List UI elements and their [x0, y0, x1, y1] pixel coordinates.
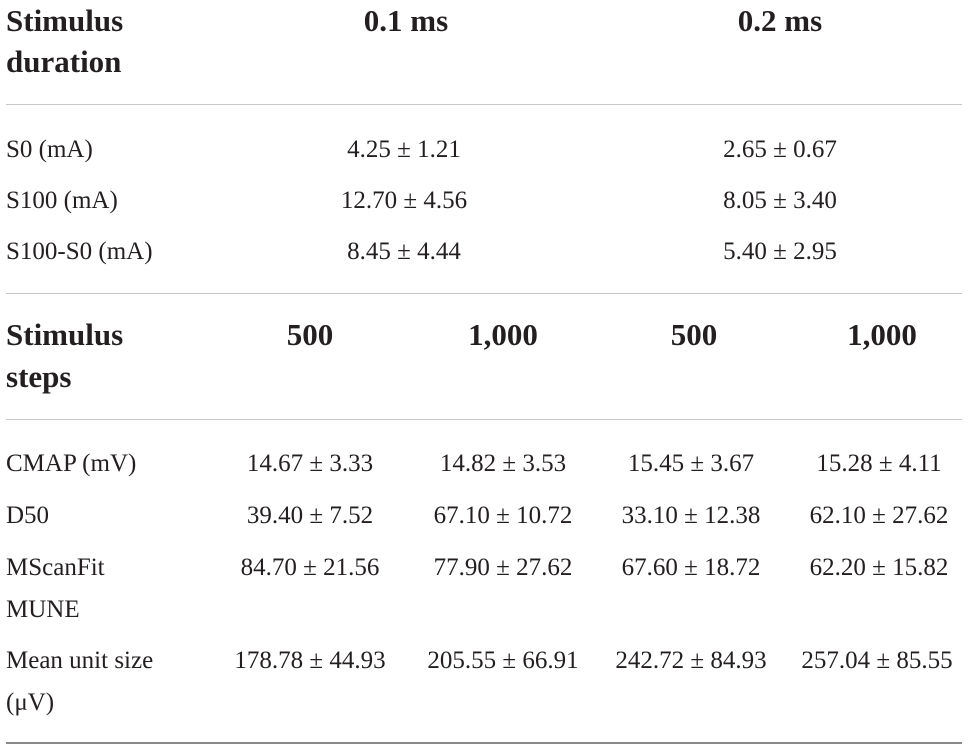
- cell-value: 8.45 ± 4.44: [347, 238, 461, 265]
- row-label: CMAP (mV): [6, 450, 137, 477]
- cell-value: 205.55 ± 66.91: [427, 647, 579, 674]
- header-label-line1: Stimulus: [6, 317, 124, 352]
- cell-value: 2.65 ± 0.67: [723, 136, 837, 163]
- row-label-line2: MUNE: [6, 596, 80, 623]
- header-steps-500: 500: [670, 317, 718, 352]
- row-label: MScanFit: [6, 554, 105, 581]
- cell-value: 33.10 ± 12.38: [621, 502, 761, 529]
- header-steps-500: 500: [286, 317, 334, 352]
- cell-value: 77.90 ± 27.62: [433, 554, 573, 581]
- cell-value: 62.20 ± 15.82: [809, 554, 949, 581]
- cell-value: 84.70 ± 21.56: [240, 554, 380, 581]
- cell-value: 14.67 ± 3.33: [246, 450, 374, 477]
- header-duration-0-1ms: 0.1 ms: [363, 3, 449, 38]
- cell-value: 67.60 ± 18.72: [621, 554, 761, 581]
- row-label: S100-S0 (mA): [6, 238, 153, 265]
- divider: [6, 293, 962, 294]
- cell-value: 15.45 ± 3.67: [627, 450, 755, 477]
- row-label: S0 (mA): [6, 136, 93, 163]
- bottom-rule: [6, 742, 962, 744]
- cell-value: 39.40 ± 7.52: [246, 502, 374, 529]
- row-label: S100 (mA): [6, 187, 118, 214]
- cell-value: 12.70 ± 4.56: [340, 187, 468, 214]
- divider: [6, 419, 962, 420]
- row-label-line2: (μV): [6, 689, 55, 716]
- row-label: Mean unit size: [6, 647, 154, 674]
- header-duration-0-2ms: 0.2 ms: [737, 3, 823, 38]
- cell-value: 242.72 ± 84.93: [615, 647, 767, 674]
- cell-value: 257.04 ± 85.55: [801, 647, 953, 674]
- header-label-line2: steps: [6, 359, 72, 394]
- cell-value: 15.28 ± 4.11: [816, 450, 942, 477]
- cell-value: 67.10 ± 10.72: [433, 502, 573, 529]
- header-label-line2: duration: [6, 44, 122, 79]
- cell-value: 62.10 ± 27.62: [809, 502, 949, 529]
- cell-value: 5.40 ± 2.95: [723, 238, 837, 265]
- header-label-line1: Stimulus: [6, 3, 124, 38]
- cell-value: 4.25 ± 1.21: [347, 136, 461, 163]
- header-steps-1000: 1,000: [847, 317, 917, 352]
- header-steps-1000: 1,000: [468, 317, 538, 352]
- cell-value: 8.05 ± 3.40: [723, 187, 837, 214]
- divider: [6, 104, 962, 105]
- cell-value: 178.78 ± 44.93: [234, 647, 386, 674]
- cell-value: 14.82 ± 3.53: [439, 450, 567, 477]
- row-label: D50: [6, 502, 50, 529]
